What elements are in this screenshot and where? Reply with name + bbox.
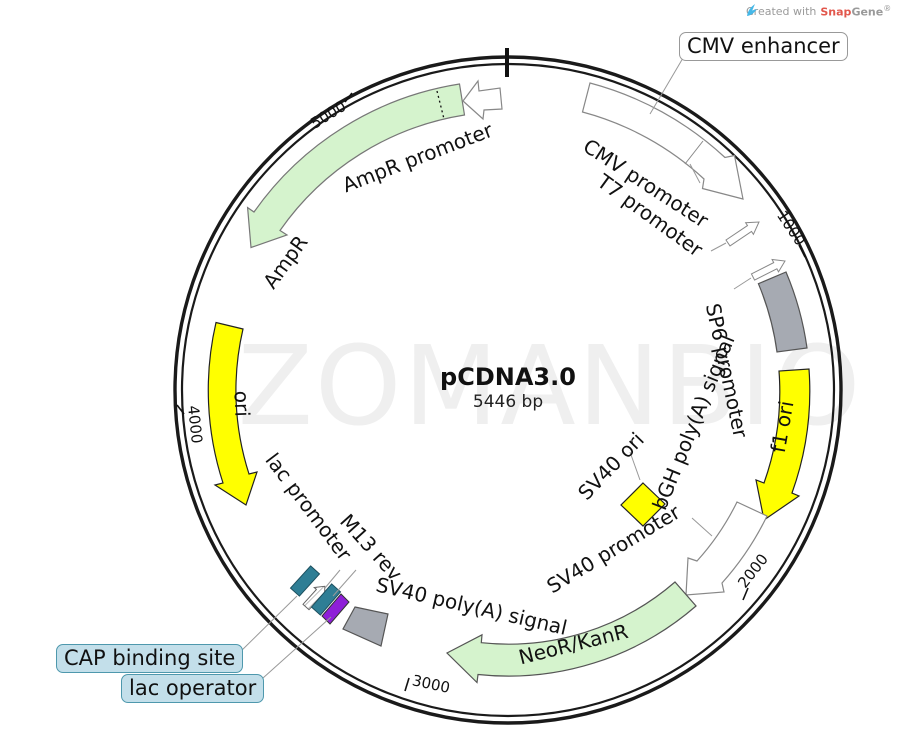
tick-1000 [798,244,806,258]
ori-label: ori [230,390,255,417]
tick-2000 [742,587,749,601]
cap-binding-site-box [289,565,321,597]
tick-label-4000: 4000 [184,405,206,445]
attribution-registered: ® [883,4,892,13]
t7-promoter-leader [710,242,727,252]
plasmid-name: pCDNA3.0 [440,363,576,391]
sv40-promoter-arrow [685,501,768,596]
bgh-polya-box [757,271,808,353]
sv40-ori-diamond [620,482,666,527]
f1-ori-arrow [755,368,811,522]
sv40-ori-leader [629,451,641,481]
sv40-polya-label: SV40 poly(A) signal [374,573,570,640]
lac-operator-callout: lac operator [121,674,265,703]
ori-arrow [207,321,258,506]
tick-5000 [344,92,353,103]
cap-binding-site-leader [236,595,298,656]
cmv-enhancer-callout: CMV enhancer [679,32,848,61]
neor-kanr-arrow [445,581,697,684]
tick-label-3000: 3000 [410,671,451,697]
cmv-enhancer-leader [649,57,684,115]
lac-operator-box [321,593,350,625]
sp6-promoter-arrow [750,258,786,281]
sv40-promoter-label: SV40 promoter [542,499,684,598]
tick-3000 [404,677,410,692]
ampr-promoter-arrow [462,79,503,121]
snapgene-attribution: Created with SnapGene® [746,4,891,19]
attribution-gene: Gene [851,5,884,19]
m13-rev-leader [332,569,357,597]
cmv-band-divider [684,140,704,165]
attribution-snap: Snap [820,5,852,19]
watermark-text: ZOMANBIO [238,322,863,450]
cmv-enhancer-promoter-arrow [581,82,744,200]
lac-promoter-label: lac promoter [261,448,358,565]
sv40-promoter-leader [691,517,713,537]
cmv-promoter-leader [689,163,701,184]
plasmid-size: 5446 bp [473,392,543,412]
tick-label-1000: 1000 [773,207,809,249]
t7-promoter-arrow [725,221,760,247]
tick-4000 [176,404,185,415]
lac-promoter-box [310,583,342,616]
sp6-promoter-leader [733,277,752,290]
ampr-arrow [246,83,466,249]
lac-operator-leader [262,616,332,679]
cap-binding-site-callout: CAP binding site [56,644,244,673]
snapgene-icon [747,4,757,16]
lac-promoter-leader [324,569,341,589]
sv40-polya-box [342,606,389,647]
attribution-prefix: Created with [746,4,817,18]
